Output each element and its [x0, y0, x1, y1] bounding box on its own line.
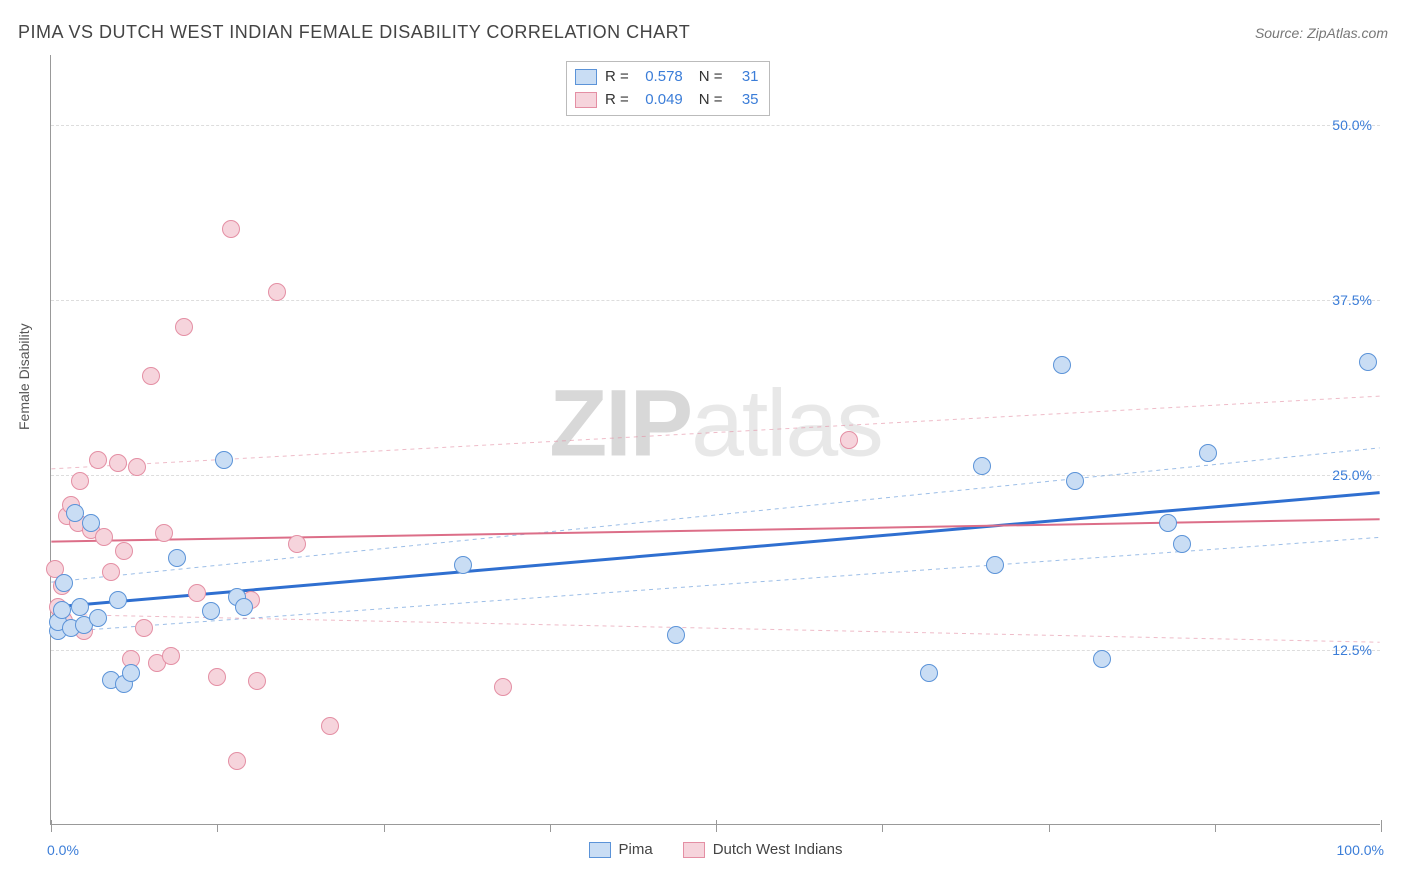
- chart-area: ZIPatlas 12.5%25.0%37.5%50.0%0.0%100.0% …: [50, 55, 1380, 825]
- data-point: [175, 318, 193, 336]
- data-point: [168, 549, 186, 567]
- x-tick: [51, 820, 52, 832]
- n-value: 35: [731, 89, 759, 112]
- data-point: [268, 283, 286, 301]
- x-tick: [217, 824, 218, 832]
- data-point: [986, 556, 1004, 574]
- y-tick-label: 50.0%: [1332, 117, 1372, 133]
- data-point: [109, 591, 127, 609]
- r-label: R =: [605, 89, 629, 112]
- data-point: [667, 626, 685, 644]
- y-tick-label: 37.5%: [1332, 292, 1372, 308]
- series-legend: Pima Dutch West Indians: [51, 841, 1380, 858]
- data-point: [66, 504, 84, 522]
- data-point: [95, 528, 113, 546]
- legend-swatch: [683, 842, 705, 858]
- watermark: ZIPatlas: [549, 370, 881, 479]
- n-label: N =: [699, 89, 723, 112]
- gridline: [51, 475, 1380, 476]
- x-tick: [1215, 824, 1216, 832]
- data-point: [840, 431, 858, 449]
- data-point: [71, 598, 89, 616]
- data-point: [109, 454, 127, 472]
- x-tick: [882, 824, 883, 832]
- data-point: [248, 672, 266, 690]
- data-point: [102, 563, 120, 581]
- x-tick: [550, 824, 551, 832]
- r-value: 0.578: [637, 66, 683, 89]
- data-point: [53, 601, 71, 619]
- x-tick: [1381, 820, 1382, 832]
- gridline: [51, 300, 1380, 301]
- x-tick: [1049, 824, 1050, 832]
- data-point: [128, 458, 146, 476]
- data-point: [288, 535, 306, 553]
- data-point: [321, 717, 339, 735]
- data-point: [1093, 650, 1111, 668]
- data-point: [1359, 353, 1377, 371]
- data-point: [89, 609, 107, 627]
- gridline: [51, 125, 1380, 126]
- data-point: [1159, 514, 1177, 532]
- x-tick: [384, 824, 385, 832]
- data-point: [235, 598, 253, 616]
- legend-swatch: [575, 92, 597, 108]
- data-point: [208, 668, 226, 686]
- y-axis-label: Female Disability: [16, 323, 32, 430]
- r-label: R =: [605, 66, 629, 89]
- y-tick-label: 25.0%: [1332, 467, 1372, 483]
- data-point: [162, 647, 180, 665]
- data-point: [973, 457, 991, 475]
- data-point: [1053, 356, 1071, 374]
- data-point: [82, 514, 100, 532]
- data-point: [115, 542, 133, 560]
- data-point: [122, 664, 140, 682]
- data-point: [454, 556, 472, 574]
- x-tick: [716, 820, 717, 832]
- data-point: [188, 584, 206, 602]
- data-point: [215, 451, 233, 469]
- y-tick-label: 12.5%: [1332, 642, 1372, 658]
- r-value: 0.049: [637, 89, 683, 112]
- gridline: [51, 650, 1380, 651]
- data-point: [55, 574, 73, 592]
- legend-swatch: [575, 69, 597, 85]
- n-label: N =: [699, 66, 723, 89]
- data-point: [494, 678, 512, 696]
- data-point: [71, 472, 89, 490]
- data-point: [155, 524, 173, 542]
- data-point: [228, 752, 246, 770]
- legend-swatch: [589, 842, 611, 858]
- legend-label: Dutch West Indians: [713, 841, 843, 858]
- data-point: [1199, 444, 1217, 462]
- data-point: [1173, 535, 1191, 553]
- n-value: 31: [731, 66, 759, 89]
- source-label: Source: ZipAtlas.com: [1255, 25, 1388, 41]
- data-point: [920, 664, 938, 682]
- legend-label: Pima: [619, 841, 653, 858]
- trend-lines-svg: [51, 55, 1380, 824]
- data-point: [89, 451, 107, 469]
- data-point: [142, 367, 160, 385]
- data-point: [135, 619, 153, 637]
- data-point: [202, 602, 220, 620]
- data-point: [1066, 472, 1084, 490]
- stats-legend: R = 0.578 N = 31 R = 0.049 N = 35: [566, 61, 770, 116]
- chart-title: PIMA VS DUTCH WEST INDIAN FEMALE DISABIL…: [18, 22, 690, 43]
- data-point: [222, 220, 240, 238]
